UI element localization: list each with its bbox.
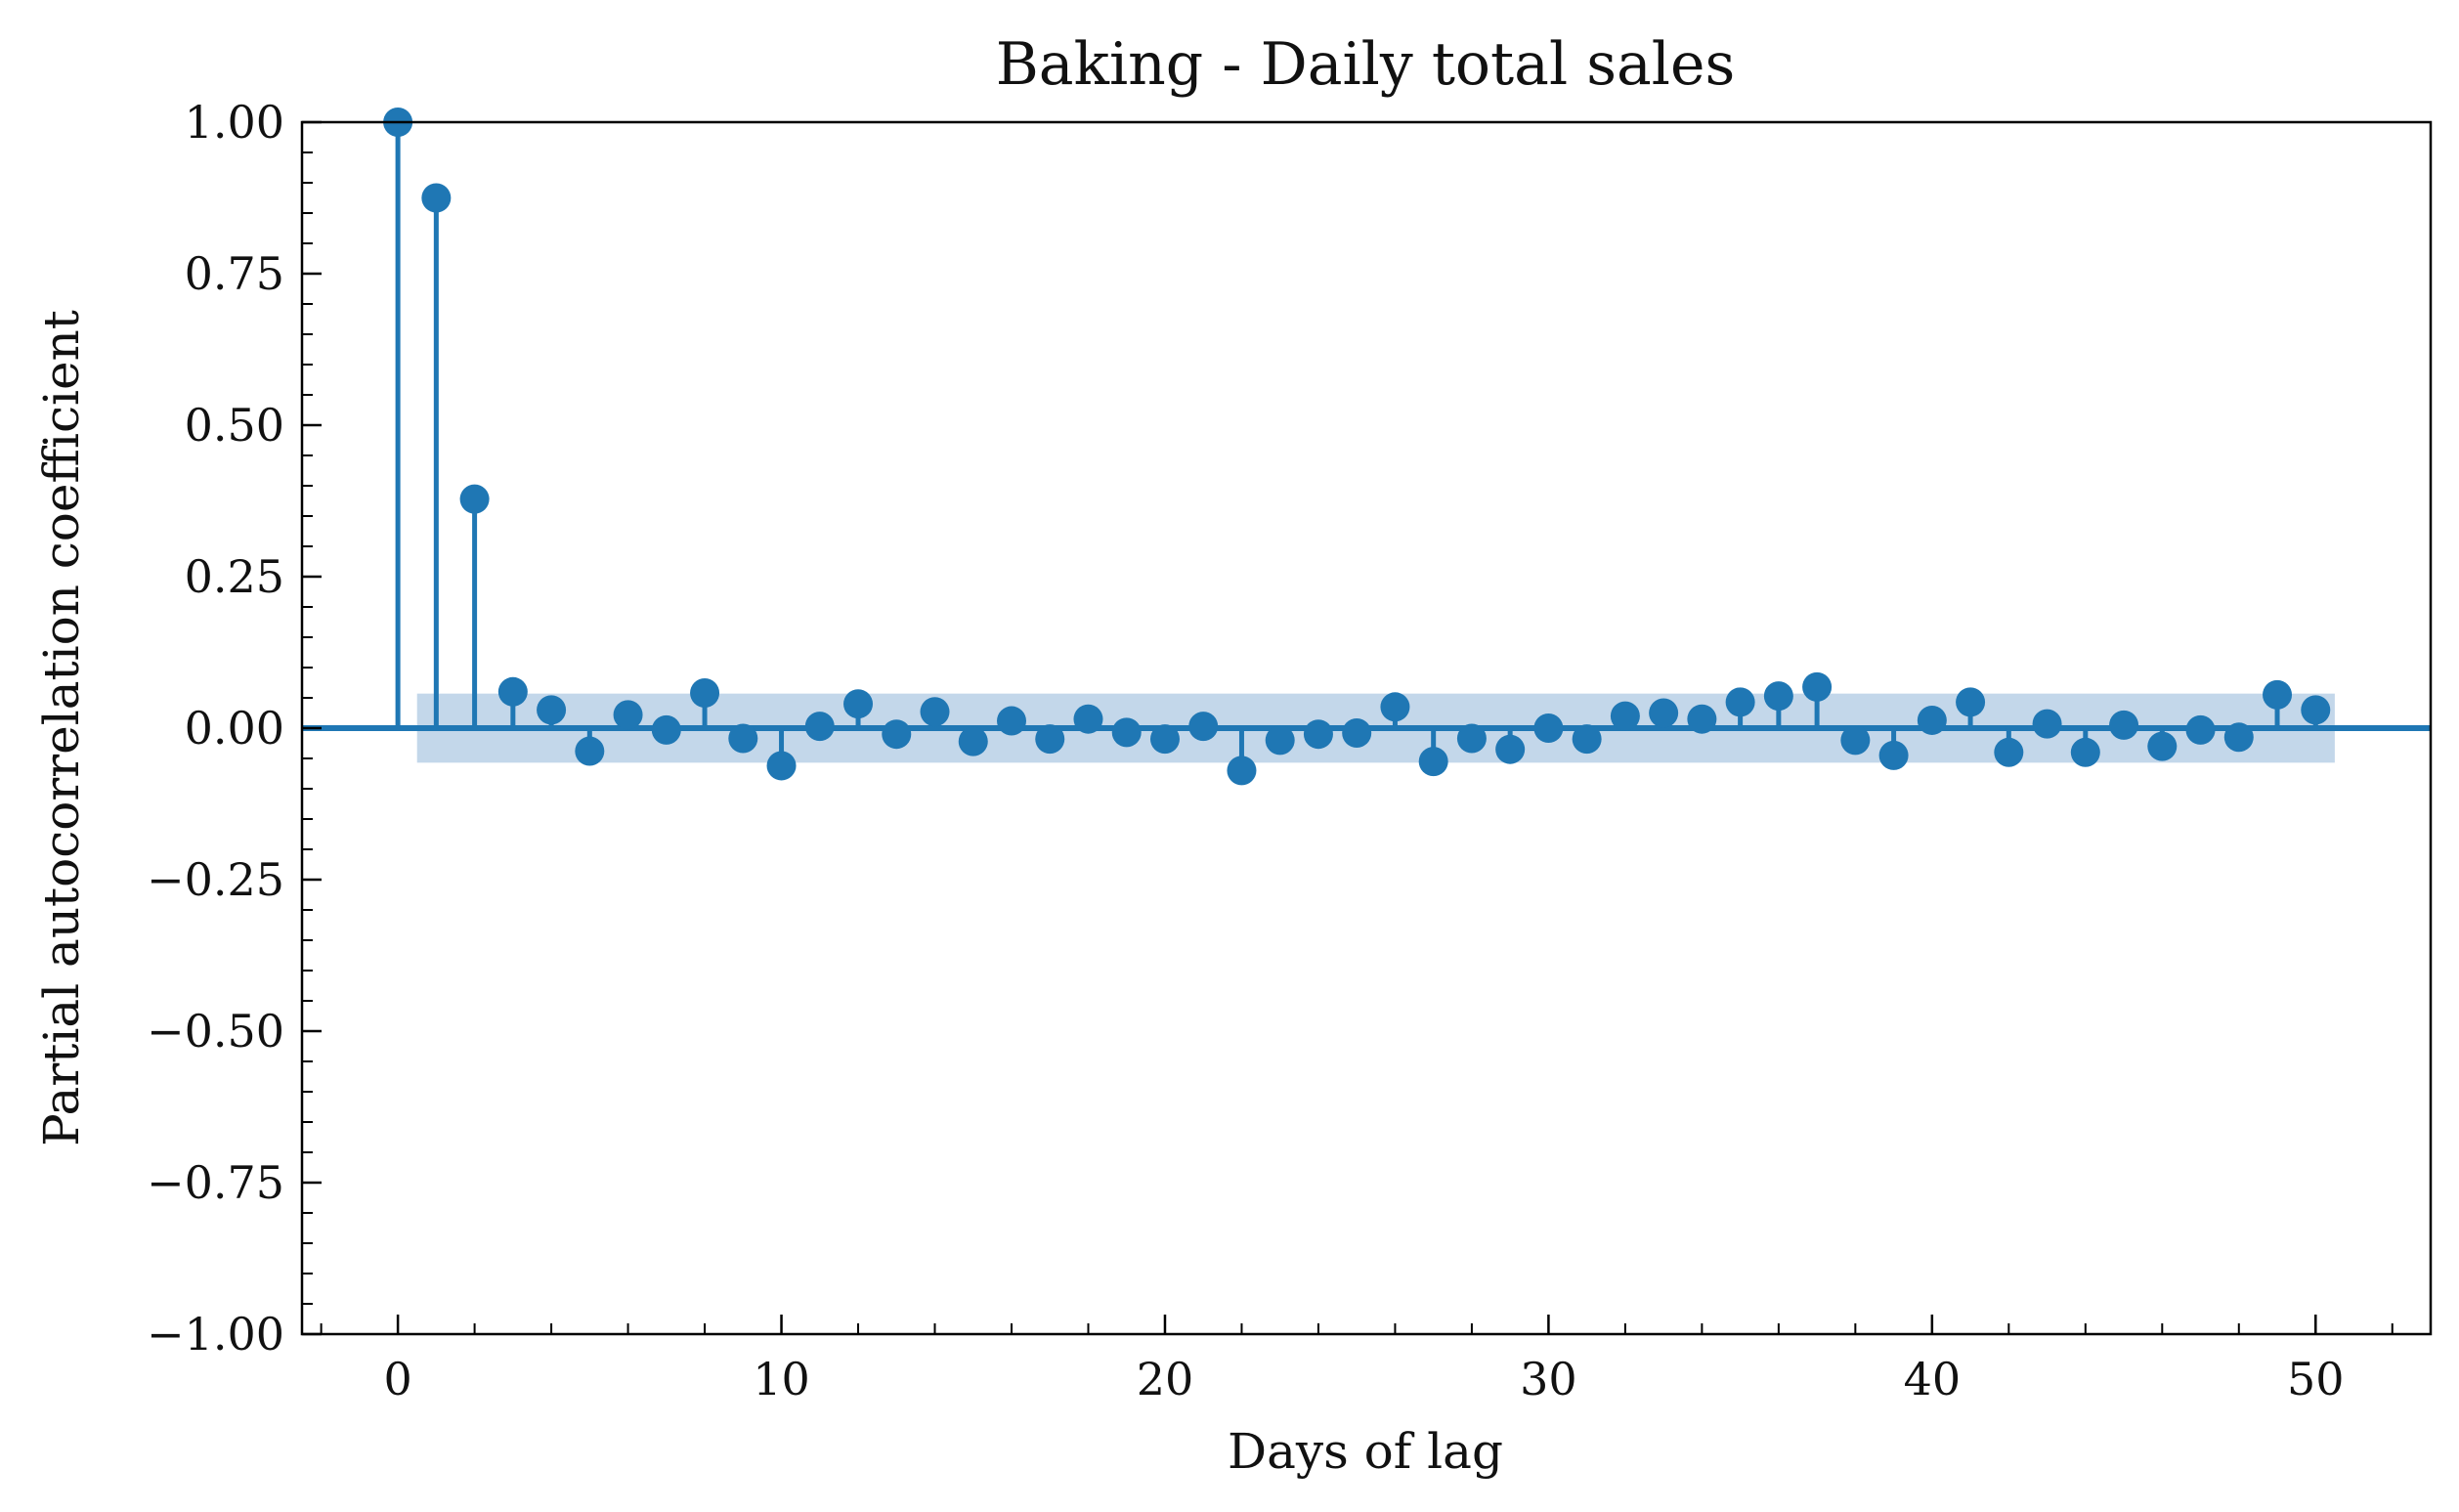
y-tick-label: −0.50 <box>147 1005 284 1058</box>
x-tick-label: 30 <box>1520 1353 1577 1405</box>
stem-layer <box>395 122 2318 771</box>
data-point <box>920 697 950 727</box>
data-point <box>2263 679 2293 710</box>
data-point <box>728 723 758 754</box>
data-point <box>1610 701 1640 731</box>
x-tick-label: 50 <box>2287 1353 2345 1405</box>
data-point <box>804 712 835 742</box>
x-axis-label: Days of lag <box>1228 1423 1503 1480</box>
y-tick-label: −0.25 <box>147 853 284 906</box>
data-point <box>1227 756 1257 786</box>
x-tick-label: 20 <box>1137 1353 1194 1405</box>
data-point <box>1265 725 1295 756</box>
data-point <box>1802 671 1833 702</box>
data-point <box>2301 695 2331 725</box>
data-point <box>2223 722 2254 753</box>
data-point <box>1149 724 1180 755</box>
y-tick-label: 0.25 <box>185 550 284 603</box>
data-point <box>843 689 874 719</box>
data-point <box>1956 687 1986 717</box>
chart-title: Baking - Daily total sales <box>996 30 1736 99</box>
axes-layer: −1.00 −0.75 −0.50 −0.25 0.00 0.25 0.50 0.75 1.00… <box>147 96 2433 1405</box>
data-point <box>1533 713 1564 743</box>
data-point <box>766 751 797 781</box>
data-point <box>1687 704 1717 734</box>
data-point <box>575 736 605 766</box>
data-point <box>537 695 567 725</box>
marker-layer <box>383 108 2331 786</box>
data-point <box>1495 734 1526 764</box>
data-point <box>2032 709 2062 739</box>
data-point <box>2070 737 2100 767</box>
data-point <box>690 678 720 709</box>
data-point <box>1763 681 1793 712</box>
data-point <box>421 183 452 213</box>
data-point <box>958 726 988 756</box>
y-tick-label: −1.00 <box>147 1308 284 1361</box>
data-point <box>1917 705 1947 735</box>
data-point <box>613 700 643 730</box>
data-point <box>497 676 528 707</box>
data-point <box>651 714 681 745</box>
y-tick-label: −0.75 <box>147 1156 284 1209</box>
data-point <box>1303 719 1333 750</box>
y-tick-label: 0.00 <box>185 702 284 755</box>
data-point <box>1418 747 1448 777</box>
data-point <box>1035 724 1065 755</box>
data-point <box>1111 717 1142 748</box>
y-tick-label: 0.50 <box>185 399 284 452</box>
data-point <box>882 719 912 750</box>
x-tick-label: 40 <box>1904 1353 1962 1405</box>
data-point <box>1725 687 1755 717</box>
data-point <box>1994 737 2024 767</box>
y-axis-label: Partial autocorrelation coefficient <box>33 310 90 1146</box>
y-tick-label: 1.00 <box>185 96 284 149</box>
data-point <box>997 706 1026 736</box>
y-tick-label: 0.75 <box>185 247 284 300</box>
data-point <box>1840 725 1871 756</box>
data-point <box>459 484 490 514</box>
data-point <box>2109 710 2139 740</box>
x-tick-label: 10 <box>753 1353 810 1405</box>
data-point <box>1878 740 1909 770</box>
data-point <box>1649 698 1679 728</box>
data-point <box>1342 717 1372 748</box>
data-point <box>1572 724 1602 755</box>
data-point <box>1380 692 1410 722</box>
data-point <box>1456 723 1487 754</box>
data-point <box>1073 704 1103 734</box>
data-point <box>2185 714 2216 745</box>
x-tick-label: 0 <box>383 1353 411 1405</box>
data-point <box>1188 712 1219 742</box>
data-point <box>2147 731 2178 761</box>
